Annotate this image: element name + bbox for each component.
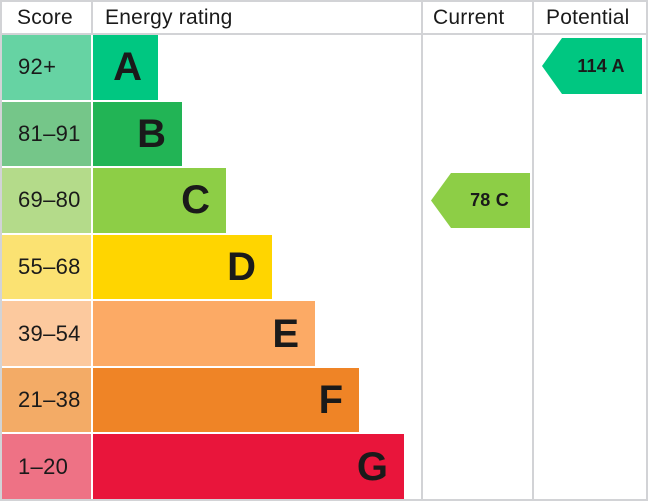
current-rating-label: 78 C xyxy=(470,190,509,210)
band-bar-a: A xyxy=(93,35,158,100)
band-letter-g: G xyxy=(356,444,388,489)
band-row-b: 81–91 B xyxy=(2,101,646,169)
band-row-d: 55–68 D xyxy=(2,234,646,302)
band-letter-e: E xyxy=(272,311,299,356)
band-letter-d: D xyxy=(227,245,256,290)
header-score: Score xyxy=(17,5,73,29)
band-row-e: 39–54 E xyxy=(2,301,646,368)
band-bar-e: E xyxy=(93,301,315,366)
score-cell-c: 69–80 xyxy=(2,168,91,233)
band-row-f: 21–38 F xyxy=(2,367,646,435)
header-potential: Potential xyxy=(546,5,630,29)
score-cell-d: 55–68 xyxy=(2,234,91,300)
score-cell-f: 21–38 xyxy=(2,367,91,433)
band-letter-b: B xyxy=(137,111,166,156)
band-row-g: 1–20 G xyxy=(2,434,646,499)
potential-rating-label: 114 A xyxy=(577,55,625,76)
band-letter-f: F xyxy=(318,378,343,423)
chart-header: Score Energy rating Current Potential xyxy=(2,2,646,35)
band-bar-b: B xyxy=(93,101,182,167)
current-rating-arrow: 78 C xyxy=(431,173,530,228)
band-bar-g: G xyxy=(93,434,404,499)
score-cell-a: 92+ xyxy=(2,35,91,100)
potential-rating-arrow: 114 A xyxy=(542,38,642,94)
header-current: Current xyxy=(433,5,505,29)
band-letter-a: A xyxy=(113,45,142,90)
potential-column-divider xyxy=(532,2,534,499)
score-cell-b: 81–91 xyxy=(2,101,91,167)
band-row-a: 92+ A xyxy=(2,35,646,102)
score-cell-g: 1–20 xyxy=(2,434,91,499)
score-cell-e: 39–54 xyxy=(2,301,91,366)
band-row-c: 69–80 C xyxy=(2,168,646,235)
band-bar-c: C xyxy=(93,168,226,233)
band-bar-d: D xyxy=(93,234,272,300)
current-column-divider xyxy=(421,2,423,499)
band-rows: 92+ A 81–91 B 69–80 C 55–68 D 39–54 xyxy=(2,35,646,499)
band-letter-c: C xyxy=(181,178,210,223)
header-energy-rating: Energy rating xyxy=(105,5,233,29)
score-column-divider xyxy=(91,2,93,33)
band-bar-f: F xyxy=(93,367,359,433)
